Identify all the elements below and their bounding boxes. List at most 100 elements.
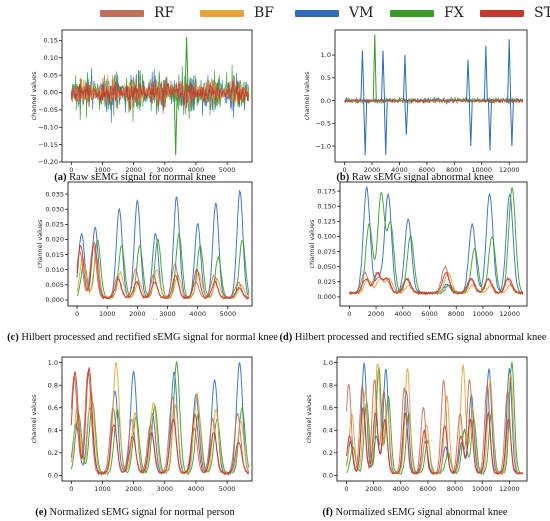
x-tick-label: 4000 [395,310,412,318]
chart-panel-f: 0 2000 4000 6000 8000 10000 12000 0.0 0.2 0.4 0.6 0… [285,355,535,495]
caption-text: Hilbert processed and rectified sEMG sig… [21,332,278,343]
y-axis-label: channel values [305,394,313,444]
x-tick-label: 1000 [94,485,111,493]
y-tick-label: 0.020 [45,236,64,244]
x-tick-label: 4000 [391,166,408,174]
caption-letter: (d) [279,332,293,343]
series-line-st [344,98,524,104]
y-tick-label: 0.030 [45,205,64,213]
chart-svg-d: 0 2000 4000 6000 8000 10000 12000 0.000 0.025 0.0… [308,181,528,320]
x-tick-label: 0 [69,485,73,493]
x-tick-label: 2000 [129,310,146,318]
y-tick-label: −0.05 [38,106,58,114]
y-tick-label: 0.10 [44,54,58,62]
spike-mark [402,55,407,101]
y-tick-label: 1.0 [323,359,333,367]
chart-caption-f: (f) Normalized sEMG signal abnormal knee [280,507,550,519]
y-tick-label: 0.000 [45,296,64,304]
y-tick-label: 0.100 [317,233,336,241]
x-tick-label: 3000 [157,485,174,493]
series-line-fx [70,361,250,476]
y-tick-label: 0.125 [317,218,336,226]
y-tick-label: 0.4 [323,426,333,434]
x-tick-label: 5000 [219,166,236,174]
spike-mark [184,36,189,93]
chart-caption-a: (a) Raw sEMG signal for normal knee [0,172,270,184]
y-axis-label: channel values [308,219,316,269]
y-tick-label: 0.0 [323,472,333,480]
x-tick-label: 5000 [219,485,236,493]
y-tick-label: 0.05 [44,71,58,79]
x-axis-label: time [426,318,441,320]
plot-area [348,185,524,296]
x-tick-label: 4000 [188,166,205,174]
legend-item-st: ST [480,4,550,22]
x-tick-label: 10000 [473,310,494,318]
legend-swatch [480,9,524,17]
spike-mark [509,100,514,147]
y-axis-label: channel values [30,394,38,444]
spike-mark [468,100,473,147]
chart-svg-b: 0 2000 4000 6000 8000 10000 12000 −1.0 −0.5 0.0 0.… [303,29,528,174]
y-tick-label: 0.025 [45,221,64,229]
x-tick-label: 2000 [365,485,382,493]
chart-caption-d: (d) Hilbert processed and rectified sEMG… [276,332,550,344]
legend-swatch [100,9,144,17]
x-tick-label: 12000 [499,310,520,318]
caption-text: Raw sEMG signal abnormal knee [351,172,494,183]
y-tick-label: −0.10 [38,123,58,131]
spike-mark [363,100,368,156]
x-tick-label: 12000 [499,485,520,493]
legend-label: BF [254,5,275,21]
y-axis-label: channel values [36,219,44,269]
axes-frame [61,356,253,482]
caption-letter: (f) [322,507,333,518]
caption-text: Normalized sEMG signal abnormal knee [335,507,508,518]
caption-text: Hilbert processed and rectified sEMG sig… [294,332,547,343]
legend-item-fx: FX [390,4,464,22]
plot-area [344,34,524,156]
legend-item-vm: VM [295,4,373,22]
y-tick-label: 0.4 [48,426,58,434]
x-tick-label: 2000 [125,166,142,174]
axes-frame [67,181,253,307]
series-line-vm [344,96,524,105]
spike-mark [466,59,471,101]
chart-panel-b: 0 2000 4000 6000 8000 10000 12000 −1.0 −0.5 0.0 0.… [285,24,535,174]
spike-mark [381,50,385,101]
x-tick-label: 0 [343,166,347,174]
x-tick-label: 1000 [94,166,111,174]
y-tick-label: 1.0 [321,51,331,59]
x-tick-label: 6000 [421,310,438,318]
figure-legend: RF BF VM FX ST [0,0,550,26]
y-tick-label: 0.0 [48,472,58,480]
legend-item-rf: RF [100,4,174,22]
y-tick-label: 0.175 [317,187,336,195]
caption-letter: (c) [7,332,19,343]
x-tick-label: 3000 [159,310,176,318]
y-tick-label: 0.8 [48,381,58,389]
series-line-st [70,77,250,114]
x-tick-label: 2000 [125,485,142,493]
chart-caption-b: (b) Raw sEMG signal abnormal knee [280,172,550,184]
x-tick-label: 4000 [188,485,205,493]
series-line-st [76,242,250,300]
x-axis-label: time [153,318,168,320]
spike-mark [404,100,409,135]
y-tick-label: −1.0 [315,142,331,150]
spike-mark [487,100,492,151]
y-tick-label: 0.005 [45,281,64,289]
y-tick-label: 0.015 [45,251,64,259]
chart-caption-e: (e) Normalized sEMG signal for normal pe… [0,507,270,519]
caption-letter: (e) [35,507,47,518]
series-line-st [349,271,524,296]
spike-mark [360,50,365,101]
axes-frame [334,29,528,163]
chart-svg-e: 0 1000 2000 3000 4000 5000 0.0 0.2 0.4 0.6 0.8 1.0 t… [30,356,253,495]
y-tick-label: 0.5 [321,74,331,82]
x-tick-label: 1000 [99,310,116,318]
legend-label: FX [444,5,464,21]
chart-caption-c: (c) Hilbert processed and rectified sEMG… [0,332,285,344]
chart-svg-a: 0 1000 2000 3000 4000 5000 −0.20 −0.15 −0.10 −0.0… [30,29,253,174]
y-tick-label: 0.2 [323,449,333,457]
